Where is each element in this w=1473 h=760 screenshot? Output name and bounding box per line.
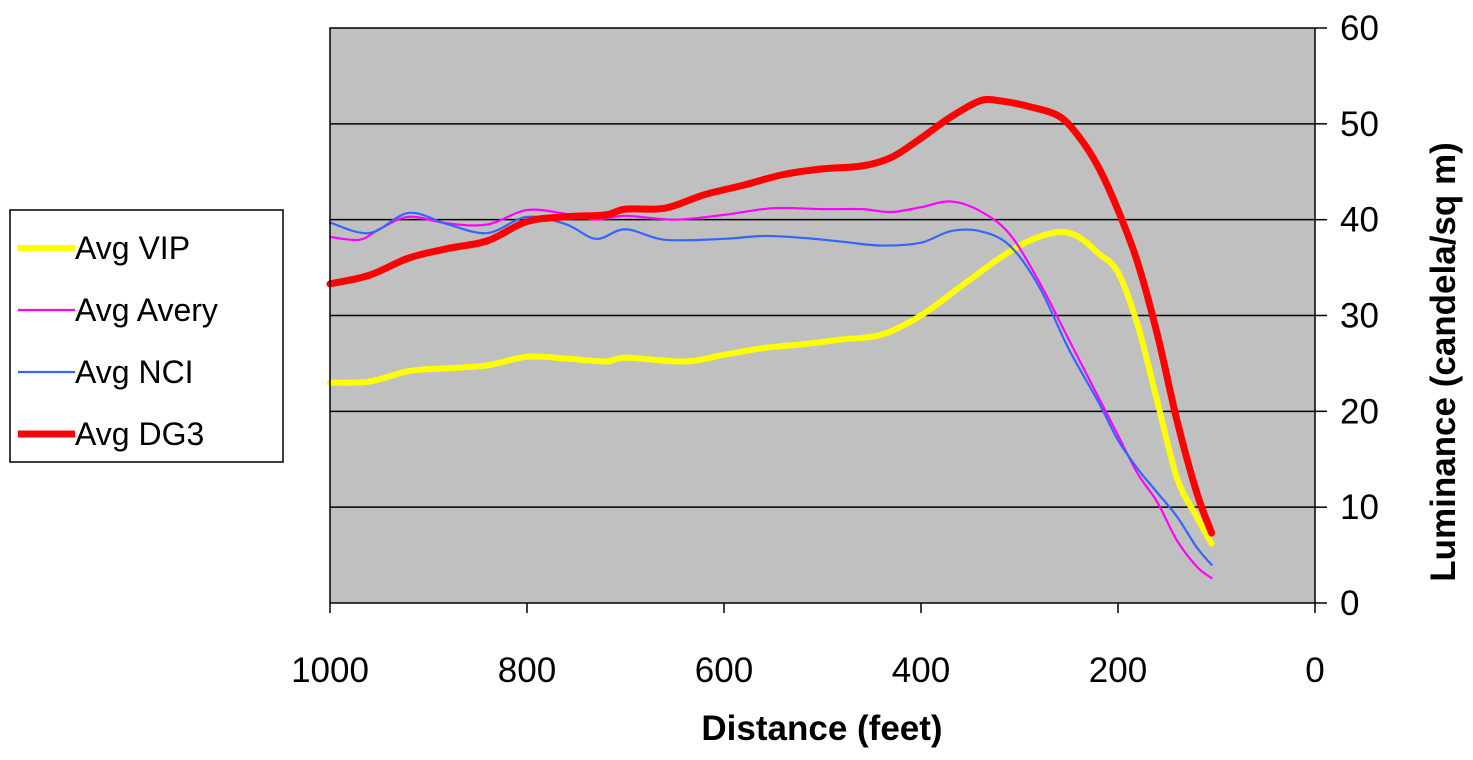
y-axis: 0 10 20 30 40 50 60 — [1315, 9, 1379, 623]
series-line-1 — [328, 200, 1213, 580]
y-tick-label: 0 — [1340, 584, 1359, 623]
y-tick-label: 50 — [1340, 105, 1379, 144]
legend: Avg VIP Avg Avery Avg NCI Avg DG3 — [9, 209, 284, 463]
x-axis-title: Distance (feet) — [701, 709, 942, 748]
y-tick-label: 30 — [1340, 297, 1379, 336]
x-tick-label: 600 — [695, 651, 753, 690]
y-tick-label: 20 — [1340, 392, 1379, 431]
x-tick-label: 400 — [892, 651, 950, 690]
legend-label: Avg NCI — [75, 354, 194, 390]
legend-label: Avg DG3 — [75, 416, 204, 452]
series-lines — [326, 95, 1216, 580]
series-line-0 — [327, 229, 1215, 547]
x-tick-label: 0 — [1305, 651, 1324, 690]
legend-label: Avg VIP — [75, 230, 190, 266]
x-tick-label: 1000 — [291, 651, 369, 690]
x-axis: 1000 800 600 400 200 0 — [291, 603, 1325, 690]
x-tick-label: 800 — [498, 651, 556, 690]
legend-box — [9, 209, 284, 463]
x-tick-label: 200 — [1089, 651, 1147, 690]
y-tick-label: 40 — [1340, 201, 1379, 240]
y-axis-title: Luminance (candela/sq m) — [1424, 142, 1463, 582]
legend-label: Avg Avery — [75, 292, 218, 328]
y-tick-label: 60 — [1340, 9, 1379, 48]
series-line-2 — [328, 211, 1213, 566]
series-line-3 — [326, 95, 1216, 537]
y-tick-label: 10 — [1340, 488, 1379, 527]
